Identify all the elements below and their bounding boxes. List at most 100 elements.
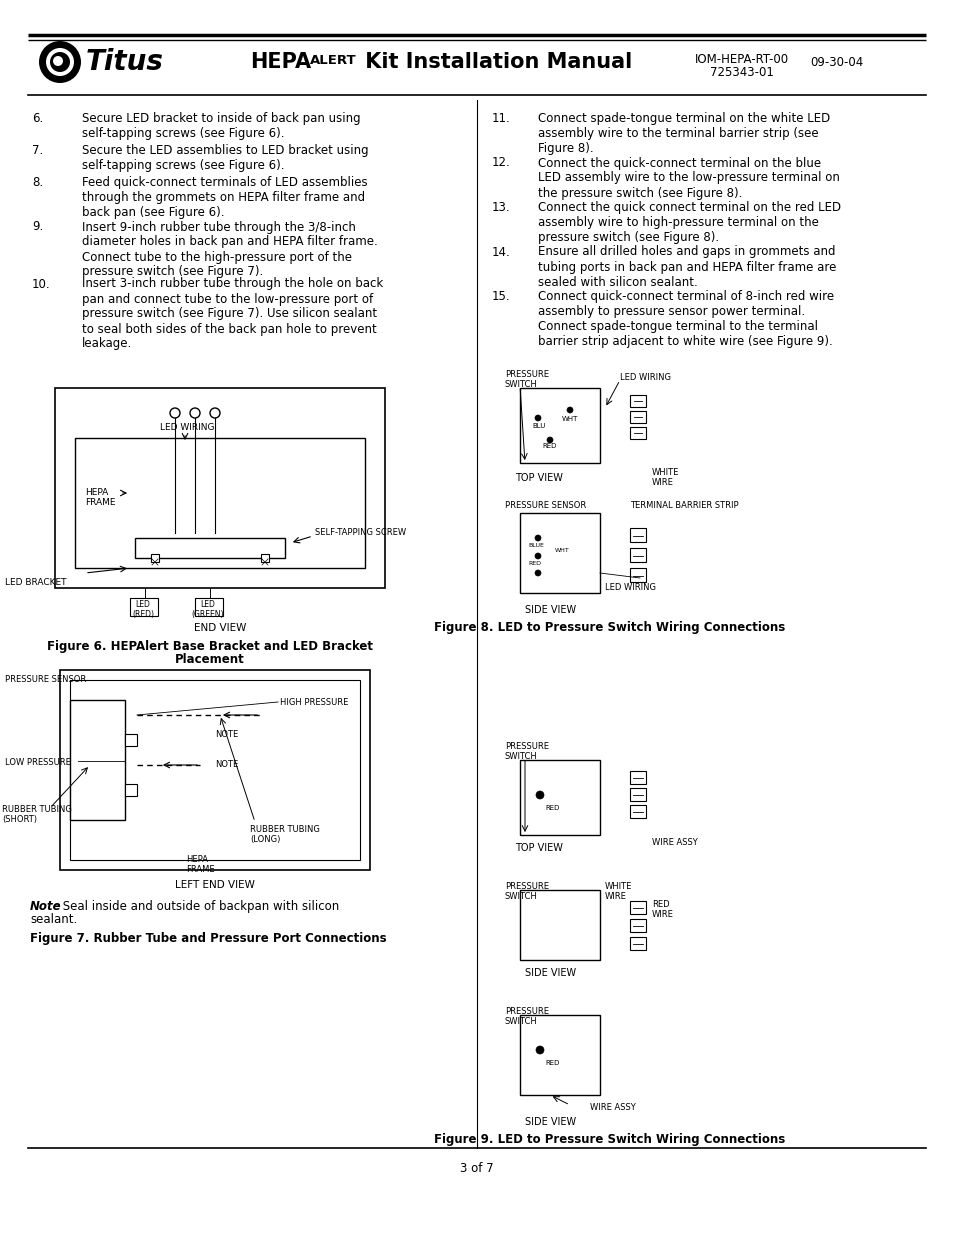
Bar	[629, 427, 645, 438]
Text: BLU: BLU	[532, 424, 545, 429]
Text: Insert 9-inch rubber tube through the 3/8-inch
diameter holes in back pan and HE: Insert 9-inch rubber tube through the 3/…	[82, 221, 377, 279]
Text: Placement: Placement	[175, 653, 245, 666]
Text: SIDE VIEW: SIDE VIEW	[524, 605, 576, 615]
Bar	[519, 1015, 599, 1095]
Circle shape	[546, 437, 553, 443]
Circle shape	[536, 1046, 543, 1053]
Text: LED BRACKET: LED BRACKET	[5, 578, 67, 587]
Circle shape	[210, 408, 220, 417]
Text: NOTE: NOTE	[214, 760, 238, 769]
Text: Figure 6. HEPAlert Base Bracket and LED Bracket: Figure 6. HEPAlert Base Bracket and LED …	[47, 640, 373, 653]
Circle shape	[190, 408, 200, 417]
Text: 7.: 7.	[32, 144, 43, 157]
Circle shape	[566, 408, 573, 412]
Bar	[194, 598, 223, 616]
Bar	[261, 555, 269, 562]
Text: RUBBER TUBING
(LONG): RUBBER TUBING (LONG)	[250, 825, 319, 845]
Text: PRESSURE
SWITCH: PRESSURE SWITCH	[504, 1007, 548, 1026]
Bar	[519, 890, 599, 960]
Text: WIRE ASSY: WIRE ASSY	[589, 1103, 635, 1112]
Bar	[629, 919, 645, 932]
Text: LED WIRING: LED WIRING	[604, 583, 656, 592]
Text: SELF-TAPPING SCREW: SELF-TAPPING SCREW	[314, 529, 406, 537]
Text: RED: RED	[527, 561, 540, 566]
Bar	[70, 680, 359, 860]
Text: Figure 7. Rubber Tube and Pressure Port Connections: Figure 7. Rubber Tube and Pressure Port …	[30, 932, 386, 945]
Bar	[629, 937, 645, 950]
Text: TOP VIEW: TOP VIEW	[515, 473, 562, 483]
Text: PRESSURE SENSOR: PRESSURE SENSOR	[504, 501, 586, 510]
Text: PRESSURE SENSOR: PRESSURE SENSOR	[5, 676, 86, 684]
Bar	[125, 734, 137, 746]
Bar	[629, 411, 645, 424]
Text: Connect the quick connect terminal on the red LED
assembly wire to high-pressure: Connect the quick connect terminal on th…	[537, 201, 841, 245]
Text: 3 of 7: 3 of 7	[459, 1162, 494, 1174]
Bar	[629, 529, 645, 542]
Text: LEFT END VIEW: LEFT END VIEW	[175, 881, 254, 890]
Bar	[629, 548, 645, 562]
Text: Figure 8. LED to Pressure Switch Wiring Connections: Figure 8. LED to Pressure Switch Wiring …	[434, 621, 785, 634]
Text: PRESSURE
SWITCH: PRESSURE SWITCH	[504, 742, 548, 762]
Text: WHITE
WIRE: WHITE WIRE	[604, 882, 632, 902]
Text: Kit Installation Manual: Kit Installation Manual	[357, 52, 632, 72]
Circle shape	[170, 408, 180, 417]
Bar	[629, 805, 645, 818]
Bar	[629, 568, 645, 582]
Text: 9.: 9.	[32, 221, 43, 233]
Text: SIDE VIEW: SIDE VIEW	[524, 968, 576, 978]
Text: RUBBER TUBING
(SHORT): RUBBER TUBING (SHORT)	[2, 805, 71, 825]
Text: TERMINAL BARRIER STRIP: TERMINAL BARRIER STRIP	[629, 501, 738, 510]
Text: Connect the quick-connect terminal on the blue
LED assembly wire to the low-pres: Connect the quick-connect terminal on th…	[537, 157, 839, 200]
Text: NOTE: NOTE	[214, 730, 238, 739]
Circle shape	[535, 415, 540, 421]
Text: Secure the LED assemblies to LED bracket using
self-tapping screws (see Figure 6: Secure the LED assemblies to LED bracket…	[82, 144, 368, 172]
Circle shape	[536, 790, 543, 799]
Text: 8.: 8.	[32, 177, 43, 189]
Text: ALERT: ALERT	[310, 53, 356, 67]
Text: 15.: 15.	[492, 290, 510, 303]
Text: 725343-01: 725343-01	[709, 65, 773, 79]
Text: 10.: 10.	[32, 278, 51, 290]
Circle shape	[46, 48, 74, 77]
Bar	[130, 598, 158, 616]
Text: IOM-HEPA-RT-00: IOM-HEPA-RT-00	[695, 53, 788, 65]
Bar	[60, 671, 370, 869]
Text: WHT: WHT	[555, 548, 569, 553]
Text: Connect quick-connect terminal of 8-inch red wire
assembly to pressure sensor po: Connect quick-connect terminal of 8-inch…	[537, 290, 833, 348]
Circle shape	[535, 553, 540, 559]
Text: sealant.: sealant.	[30, 913, 77, 926]
Text: Secure LED bracket to inside of back pan using
self-tapping screws (see Figure 6: Secure LED bracket to inside of back pan…	[82, 112, 360, 140]
Text: PRESSURE
SWITCH: PRESSURE SWITCH	[504, 370, 548, 389]
Text: 09-30-04: 09-30-04	[809, 56, 862, 68]
Text: 14.: 14.	[492, 246, 510, 258]
Text: Feed quick-connect terminals of LED assemblies
through the grommets on HEPA filt: Feed quick-connect terminals of LED asse…	[82, 177, 367, 219]
Text: LED
(RED): LED (RED)	[132, 600, 153, 620]
Text: Note: Note	[30, 900, 62, 913]
Bar	[519, 760, 599, 835]
Bar	[519, 388, 599, 463]
Text: END VIEW: END VIEW	[193, 622, 246, 634]
Text: Titus: Titus	[86, 48, 164, 77]
Text: TOP VIEW: TOP VIEW	[515, 844, 562, 853]
Text: : Seal inside and outside of backpan with silicon: : Seal inside and outside of backpan wit…	[55, 900, 339, 913]
Text: PRESSURE
SWITCH: PRESSURE SWITCH	[504, 882, 548, 902]
Text: LED WIRING: LED WIRING	[619, 373, 670, 382]
Text: WHT: WHT	[561, 416, 578, 422]
Text: LED WIRING: LED WIRING	[160, 424, 214, 432]
Text: HEPA
FRAME: HEPA FRAME	[186, 855, 214, 874]
Bar	[629, 771, 645, 784]
Text: WHITE
WIRE: WHITE WIRE	[651, 468, 679, 488]
Bar	[70, 700, 125, 820]
Text: Connect spade-tongue terminal on the white LED
assembly wire to the terminal bar: Connect spade-tongue terminal on the whi…	[537, 112, 829, 156]
Circle shape	[535, 535, 540, 541]
Bar	[519, 513, 599, 593]
Text: SIDE VIEW: SIDE VIEW	[524, 1116, 576, 1128]
Text: Insert 3-inch rubber tube through the hole on back
pan and connect tube to the l: Insert 3-inch rubber tube through the ho…	[82, 278, 383, 351]
Text: BLUE: BLUE	[527, 543, 543, 548]
Bar	[629, 395, 645, 408]
Text: LOW PRESSURE: LOW PRESSURE	[5, 758, 71, 767]
Text: 12.: 12.	[492, 157, 510, 169]
Bar	[55, 388, 385, 588]
Text: HIGH PRESSURE: HIGH PRESSURE	[280, 698, 348, 706]
Text: Ensure all drilled holes and gaps in grommets and
tubing ports in back pan and H: Ensure all drilled holes and gaps in gro…	[537, 246, 836, 289]
